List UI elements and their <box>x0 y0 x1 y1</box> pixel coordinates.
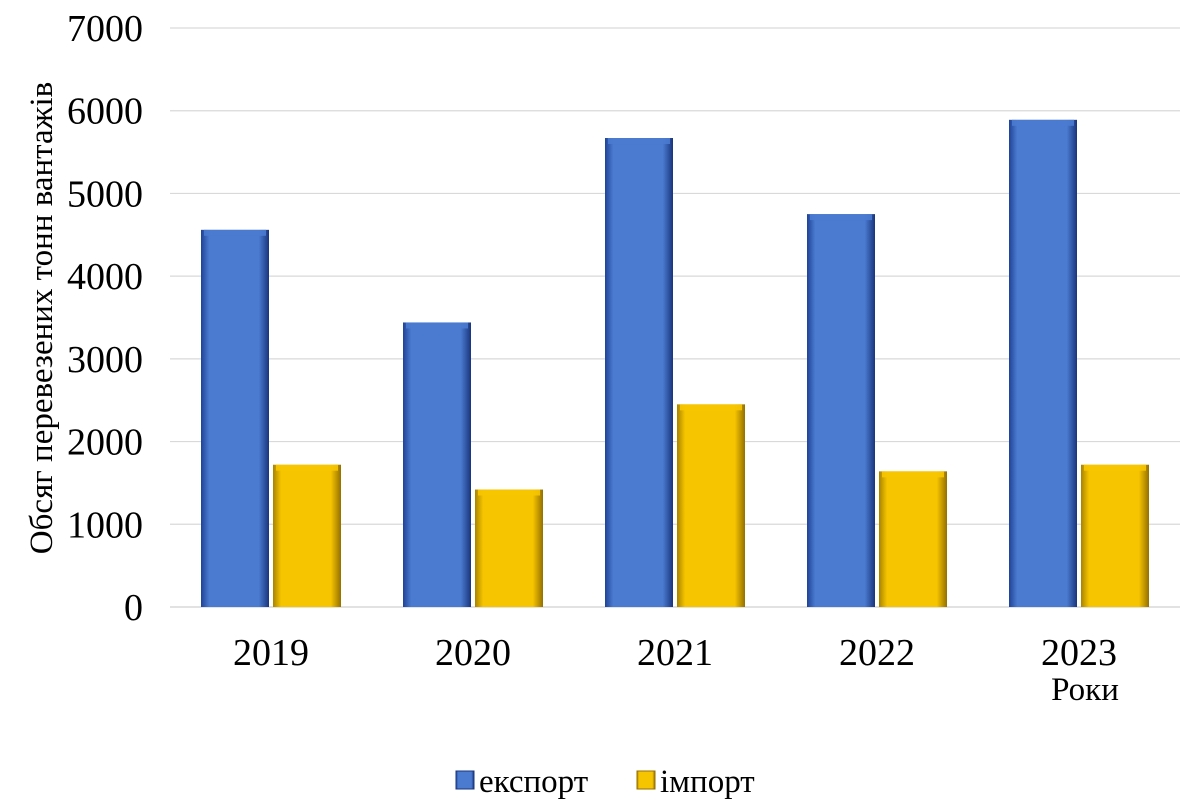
y-tick-label: 6000 <box>67 91 143 133</box>
bar-export-2020 <box>403 322 471 607</box>
x-tick-label: 2021 <box>637 632 713 674</box>
legend: експорт імпорт <box>455 764 755 800</box>
bar-bevel-import-2019 <box>276 464 338 471</box>
legend-label-export: експорт <box>479 764 588 800</box>
y-axis-ticks: 0 1000 2000 3000 4000 5000 6000 7000 <box>67 8 143 629</box>
x-tick-label: 2022 <box>839 632 915 674</box>
x-tick-label: 2023 <box>1041 632 1117 674</box>
bar-bevel-export-2022 <box>810 214 872 221</box>
bar-bevel-export-2020 <box>406 322 468 329</box>
bar-bevel-import-2020 <box>478 489 540 496</box>
bar-export-2019 <box>201 229 269 607</box>
legend-swatch-import <box>636 770 656 790</box>
bar-import-2020 <box>475 489 543 607</box>
bar-export-2023 <box>1009 119 1077 607</box>
bar-bevel-export-2021 <box>608 138 670 145</box>
bar-export-2021 <box>605 138 673 607</box>
y-tick-label: 7000 <box>67 8 143 50</box>
bar-bevel-import-2021 <box>680 404 742 411</box>
legend-swatch-export <box>455 770 475 790</box>
bar-import-2019 <box>273 464 341 607</box>
bar-import-2023 <box>1081 464 1149 607</box>
x-tick-label: 2019 <box>233 632 309 674</box>
bar-bevel-import-2023 <box>1084 464 1146 471</box>
bars <box>201 119 1149 607</box>
x-tick-label: 2020 <box>435 632 511 674</box>
bar-import-2022 <box>879 471 947 607</box>
y-axis-title: Обсяг перевезених тонн вантажів <box>24 82 60 554</box>
bar-bevel-export-2019 <box>204 229 266 236</box>
y-tick-label: 3000 <box>67 339 143 381</box>
y-tick-label: 0 <box>124 587 143 629</box>
y-tick-label: 2000 <box>67 422 143 464</box>
y-tick-label: 1000 <box>67 504 143 546</box>
legend-label-import: імпорт <box>660 764 755 800</box>
y-tick-label: 5000 <box>67 173 143 215</box>
bar-bevel-import-2022 <box>882 471 944 478</box>
x-axis-ticks: 2019 2020 2021 2022 2023 <box>233 632 1117 674</box>
y-tick-label: 4000 <box>67 256 143 298</box>
bar-export-2022 <box>807 214 875 607</box>
bar-import-2021 <box>677 404 745 607</box>
x-axis-title: Роки <box>1051 672 1119 708</box>
bar-bevel-export-2023 <box>1012 119 1074 126</box>
